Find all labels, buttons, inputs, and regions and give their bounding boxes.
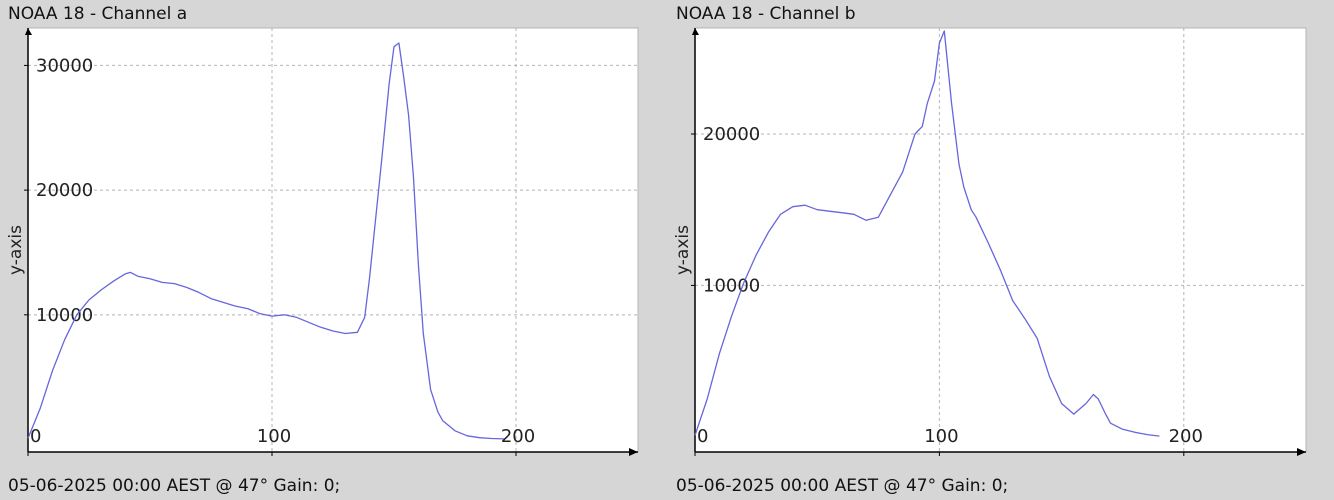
y-tick-label: 10000 (703, 275, 760, 296)
x-tick-label: 0 (697, 426, 708, 447)
x-axis-arrow (629, 448, 638, 456)
x-tick-label: 100 (924, 426, 958, 447)
series-line (27, 42, 504, 440)
y-tick-label: 20000 (36, 180, 93, 201)
y-axis-title: y-axis (673, 225, 693, 275)
y-tick-label: 10000 (36, 305, 93, 326)
chart-panel-a: NOAA 18 - Channel a 0 100 200 10000 20000 300… (0, 0, 660, 500)
x-tick-label: 0 (30, 426, 41, 447)
y-tick-label: 20000 (703, 124, 760, 145)
chart-panel-b: NOAA 18 - Channel b 0 100 200 10000 20000 y-a… (668, 0, 1334, 500)
y-axis-arrow (25, 28, 32, 35)
x-axis-arrow (1297, 448, 1306, 456)
line-chart: 0 100 200 10000 20000 y-axis (673, 27, 1307, 456)
x-tick-label: 200 (1169, 426, 1203, 447)
plot-area (694, 27, 1307, 453)
line-chart: 0 100 200 10000 20000 30000 y-axis (6, 27, 639, 456)
y-axis-title: y-axis (6, 225, 26, 275)
x-tick-label: 200 (501, 426, 535, 447)
plot-area (27, 27, 639, 453)
status-footer: 05-06-2025 00:00 AEST @ 47° Gain: 0; (676, 476, 1009, 496)
chart-title: NOAA 18 - Channel b (676, 4, 856, 24)
chart-title: NOAA 18 - Channel a (8, 4, 188, 24)
y-tick-label: 30000 (36, 55, 93, 76)
series-line (694, 30, 1160, 437)
status-footer: 05-06-2025 00:00 AEST @ 47° Gain: 0; (8, 476, 341, 496)
x-tick-label: 100 (257, 426, 291, 447)
y-axis-arrow (692, 28, 699, 35)
